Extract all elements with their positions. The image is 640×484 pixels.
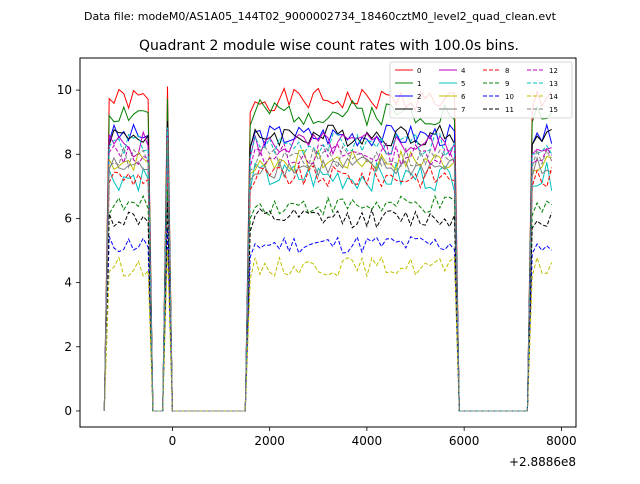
legend-label-13: 13: [549, 80, 558, 88]
x-tick-label: 6000: [449, 434, 480, 448]
series-layer: [103, 86, 553, 412]
legend-label-5: 5: [461, 80, 465, 88]
figure-suptitle: Data file: modeM0/AS1A05_144T02_90000027…: [84, 10, 557, 23]
legend-label-6: 6: [461, 93, 466, 101]
chart-title: Quadrant 2 module wise count rates with …: [139, 38, 519, 54]
legend-label-15: 15: [549, 106, 558, 114]
legend-label-1: 1: [417, 80, 421, 88]
legend-label-8: 8: [505, 67, 509, 75]
y-tick-label: 8: [64, 147, 72, 161]
legend-label-9: 9: [505, 80, 509, 88]
y-tick-label: 2: [64, 340, 72, 354]
y-tick-label: 4: [64, 276, 72, 290]
legend-label-14: 14: [549, 93, 558, 101]
plot-frame: [79, 57, 577, 428]
y-tick-label: 6: [64, 211, 72, 225]
x-offset-label: +2.8886e8: [509, 455, 576, 469]
axis-ticks: 0 2000 4000 6000 8000 0 2 4 6 8 10: [57, 83, 577, 448]
x-tick-label: 8000: [546, 434, 577, 448]
series-line-15: [103, 139, 553, 412]
legend-label-7: 7: [461, 106, 465, 114]
legend-label-11: 11: [505, 106, 514, 114]
x-tick-label: 2000: [254, 434, 285, 448]
legend-label-3: 3: [417, 106, 421, 114]
y-tick-label: 10: [57, 83, 72, 97]
x-tick-label: 4000: [352, 434, 383, 448]
legend-box: [389, 61, 573, 119]
legend-label-12: 12: [549, 67, 558, 75]
legend-label-0: 0: [417, 67, 421, 75]
x-tick-label: 0: [169, 434, 177, 448]
legend-label-4: 4: [461, 67, 466, 75]
legend-label-2: 2: [417, 93, 421, 101]
series-line-13: [103, 127, 553, 412]
y-tick-label: 0: [64, 404, 72, 418]
series-line-12: [103, 137, 553, 412]
legend-label-10: 10: [505, 93, 514, 101]
